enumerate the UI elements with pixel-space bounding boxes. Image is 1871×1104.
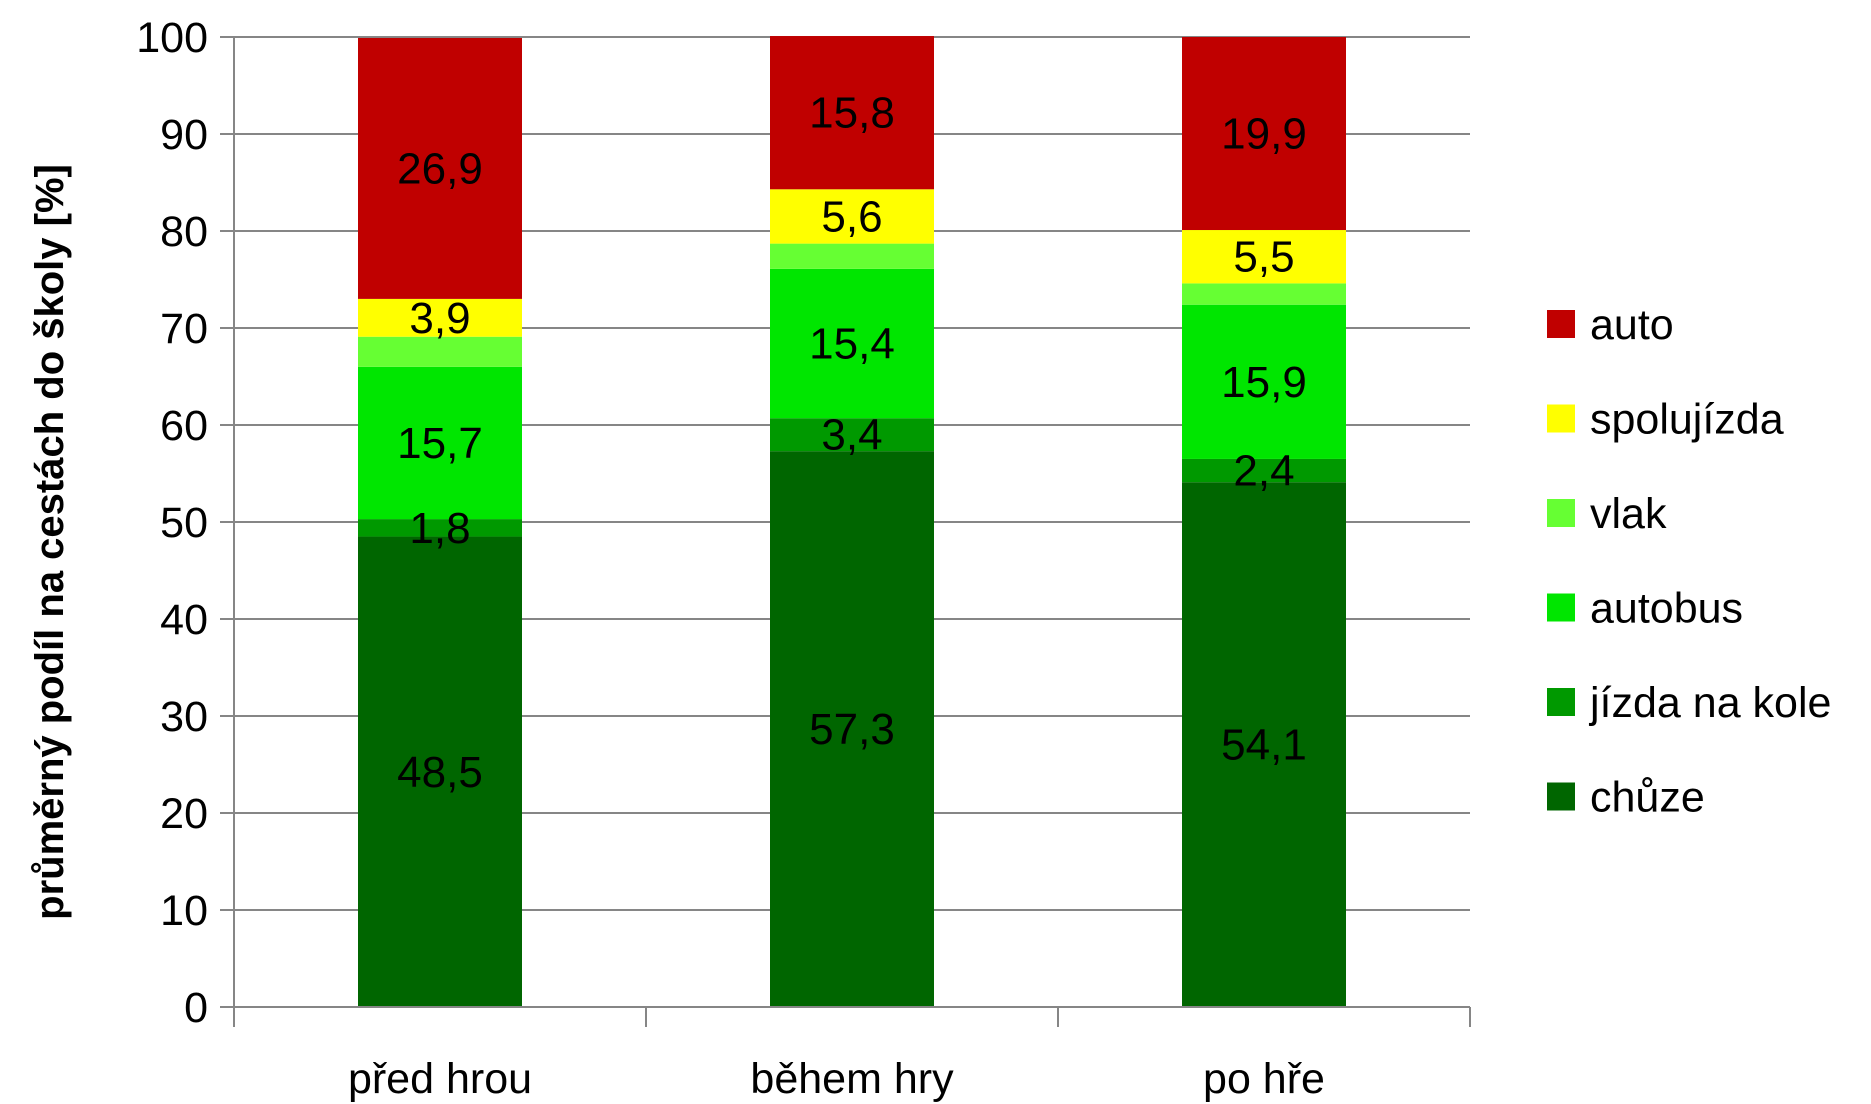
y-tick-label: 100 xyxy=(136,14,208,62)
bar-segment xyxy=(770,451,934,1007)
legend-swatch xyxy=(1547,688,1575,716)
data-label: 19,9 xyxy=(1221,110,1307,159)
data-label: 5,6 xyxy=(821,192,882,241)
bar-segment xyxy=(358,336,522,367)
bar-segment xyxy=(358,37,522,299)
bar-segment xyxy=(1182,458,1346,483)
legend-label: auto xyxy=(1590,301,1674,349)
legend-label: jízda na kole xyxy=(1588,679,1831,727)
data-label: 15,4 xyxy=(809,320,895,369)
bars xyxy=(358,36,1346,1008)
y-tick-label: 0 xyxy=(184,984,208,1032)
bar-segment xyxy=(770,243,934,269)
bar-segment xyxy=(1182,304,1346,459)
y-tick-label: 60 xyxy=(160,402,208,450)
legend-label: chůze xyxy=(1590,774,1705,822)
y-tick-label: 90 xyxy=(160,111,208,159)
y-tick-label: 50 xyxy=(160,499,208,547)
bar-segment xyxy=(1182,230,1346,284)
axes: 0 10 20 30 40 50 60 70 80 90 100 před hrou během hry… xyxy=(136,14,1471,1103)
x-tick-label: po hře xyxy=(1203,1055,1325,1103)
bar-segment xyxy=(770,36,934,190)
data-label: 15,7 xyxy=(397,419,483,468)
y-tick-label: 70 xyxy=(160,305,208,353)
data-label: 54,1 xyxy=(1221,721,1307,770)
data-label: 15,8 xyxy=(809,89,895,138)
data-label: 3,4 xyxy=(821,411,882,460)
bar-segment xyxy=(1182,37,1346,231)
y-tick-label: 20 xyxy=(160,790,208,838)
legend-label: vlak xyxy=(1590,490,1667,538)
x-tick-label: před hrou xyxy=(348,1055,532,1103)
bar-segment xyxy=(770,189,934,244)
legend-swatch xyxy=(1547,499,1575,527)
data-label: 5,5 xyxy=(1233,233,1294,282)
x-tick-label: během hry xyxy=(750,1055,954,1103)
data-label: 48,5 xyxy=(397,748,483,797)
y-tick-label: 30 xyxy=(160,693,208,741)
data-label: 1,8 xyxy=(409,504,470,553)
legend-swatch xyxy=(1547,782,1575,811)
legend-swatch xyxy=(1547,310,1575,338)
legend-label: spolujízda xyxy=(1590,396,1784,444)
legend-swatch xyxy=(1547,404,1575,433)
bar-segment xyxy=(358,298,522,337)
data-label: 3,9 xyxy=(409,294,470,343)
bar-segment xyxy=(358,519,522,537)
bar-segment xyxy=(770,418,934,452)
bar-segment xyxy=(358,536,522,1007)
bar-segment xyxy=(770,268,934,419)
legend: auto spolujízda vlak autobus jízda na kole ch… xyxy=(1547,301,1831,822)
bar-segment xyxy=(358,366,522,520)
data-label: 15,9 xyxy=(1221,358,1307,407)
y-tick-label: 80 xyxy=(160,208,208,256)
legend-swatch xyxy=(1547,593,1575,622)
y-axis-title: průměrný podíl na cestách do školy [%] xyxy=(28,164,72,920)
data-label: 26,9 xyxy=(397,144,483,193)
bar-segment xyxy=(1182,482,1346,1008)
data-label: 57,3 xyxy=(809,705,895,754)
data-labels: 48,5 1,8 15,7 3,9 26,9 57,3 3,4 15,4 5,6 15,8 54,1… xyxy=(397,89,1307,797)
data-label: 2,4 xyxy=(1233,447,1294,496)
y-tick-label: 10 xyxy=(160,887,208,935)
bar-segment xyxy=(1182,283,1346,305)
legend-label: autobus xyxy=(1590,585,1743,633)
y-tick-label: 40 xyxy=(160,596,208,644)
